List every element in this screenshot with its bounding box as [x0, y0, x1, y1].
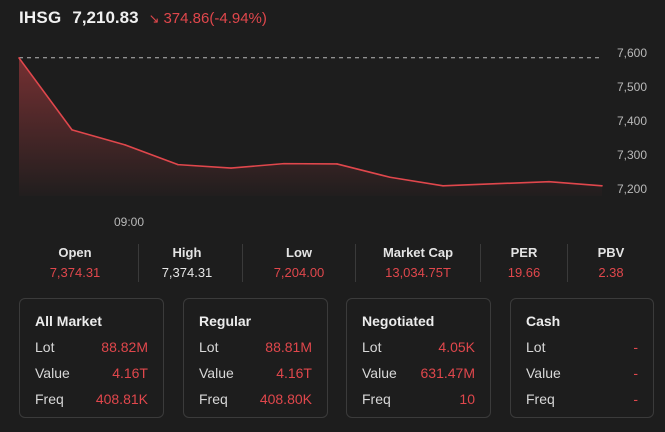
card-row-freq: Freq 10: [362, 391, 475, 409]
row-label: Lot: [199, 339, 219, 355]
row-label: Freq: [526, 391, 555, 407]
stat-value: 7,374.31: [49, 265, 101, 280]
divider: [480, 244, 481, 282]
row-label: Lot: [362, 339, 382, 355]
divider: [138, 244, 139, 282]
y-tick-label: 7,500: [617, 80, 647, 94]
row-label: Lot: [35, 339, 55, 355]
card-title: Cash: [526, 313, 561, 329]
card-row-lot: Lot 4.05K: [362, 339, 475, 357]
arrow-down-right-icon: ↘: [148, 11, 160, 26]
data-point: [230, 167, 232, 169]
row-value: 10: [459, 391, 475, 407]
row-label: Value: [199, 365, 234, 381]
x-tick-label: 09:00: [114, 215, 144, 229]
y-tick-label: 7,200: [617, 182, 647, 196]
card-all-market: All Market Lot 88.82M Value 4.16T Freq 4…: [19, 298, 164, 418]
card-row-freq: Freq 408.81K: [35, 391, 148, 409]
card-title: Regular: [199, 313, 252, 329]
change-value: 374.86: [163, 10, 210, 27]
data-point: [442, 184, 444, 187]
card-title: All Market: [35, 313, 102, 329]
row-value: 408.80K: [259, 391, 312, 407]
price-change: ↘ 374.86 (-4.94%): [149, 10, 267, 27]
card-row-value: Value 4.16T: [199, 365, 312, 383]
stat-label: High: [172, 245, 202, 260]
divider: [242, 244, 243, 282]
data-point: [71, 129, 73, 131]
data-point: [548, 180, 550, 183]
card-row-value: Value 4.16T: [35, 365, 148, 383]
row-label: Lot: [526, 339, 546, 355]
stat-market-cap: Market Cap 13,034.75T: [370, 244, 466, 282]
row-value: -: [633, 339, 638, 355]
card-cash: Cash Lot - Value - Freq -: [510, 298, 654, 418]
stat-label: PER: [510, 245, 538, 260]
card-row-value: Value 631.47M: [362, 365, 475, 383]
data-point: [18, 57, 20, 59]
stat-label: Market Cap: [382, 245, 454, 260]
card-row-freq: Freq 408.80K: [199, 391, 312, 409]
data-point: [336, 163, 338, 165]
stat-high: High 7,374.31: [152, 244, 222, 282]
card-row-lot: Lot 88.82M: [35, 339, 148, 357]
y-tick-label: 7,400: [617, 114, 647, 128]
row-value: 408.81K: [95, 391, 148, 407]
card-row-lot: Lot 88.81M: [199, 339, 312, 357]
index-header: IHSG 7,210.83 ↘ 374.86 (-4.94%): [19, 8, 267, 32]
row-value: -: [633, 365, 638, 381]
price-line: [18, 57, 603, 187]
stat-value: 2.38: [598, 265, 624, 280]
stat-value: 13,034.75T: [385, 265, 451, 280]
stat-label: Open: [58, 245, 92, 260]
card-row-value: Value -: [526, 365, 638, 383]
stat-open: Open 7,374.31: [40, 244, 110, 282]
data-point: [124, 144, 126, 146]
index-symbol: IHSG: [19, 8, 62, 27]
row-value: -: [633, 391, 638, 407]
stat-low: Low 7,204.00: [264, 244, 334, 282]
y-tick-label: 7,600: [617, 46, 647, 60]
card-regular: Regular Lot 88.81M Value 4.16T Freq 408.…: [183, 298, 328, 418]
row-value: 88.82M: [101, 339, 148, 355]
stat-per: PER 19.66: [494, 244, 554, 282]
row-value: 4.16T: [112, 365, 148, 381]
stat-label: Low: [286, 245, 312, 260]
row-value: 631.47M: [420, 365, 475, 381]
row-value: 4.16T: [276, 365, 312, 381]
price-area: [19, 57, 602, 196]
data-point: [283, 162, 285, 165]
stat-value: 19.66: [507, 265, 541, 280]
row-label: Value: [362, 365, 397, 381]
row-label: Freq: [362, 391, 391, 407]
summary-stats: Open 7,374.31 High 7,374.31 Low 7,204.00…: [0, 244, 665, 284]
row-value: 4.05K: [438, 339, 475, 355]
intraday-chart[interactable]: 7,600 7,500 7,400 7,300 7,200 09:00: [0, 36, 665, 236]
stat-label: PBV: [597, 245, 625, 260]
change-percent: (-4.94%): [209, 10, 267, 27]
row-label: Value: [526, 365, 561, 381]
data-point: [601, 184, 603, 187]
divider: [355, 244, 356, 282]
stat-pbv: PBV 2.38: [582, 244, 640, 282]
row-label: Value: [35, 365, 70, 381]
row-label: Freq: [199, 391, 228, 407]
card-row-freq: Freq -: [526, 391, 638, 409]
divider: [567, 244, 568, 282]
card-negotiated: Negotiated Lot 4.05K Value 631.47M Freq …: [346, 298, 491, 418]
card-row-lot: Lot -: [526, 339, 638, 357]
data-point: [495, 182, 497, 185]
stat-value: 7,374.31: [161, 265, 213, 280]
y-tick-label: 7,300: [617, 148, 647, 162]
stat-value: 7,204.00: [273, 265, 325, 280]
data-point: [389, 176, 391, 179]
row-value: 88.81M: [265, 339, 312, 355]
data-point: [177, 163, 179, 166]
row-label: Freq: [35, 391, 64, 407]
card-title: Negotiated: [362, 313, 435, 329]
index-price: 7,210.83: [72, 8, 139, 27]
